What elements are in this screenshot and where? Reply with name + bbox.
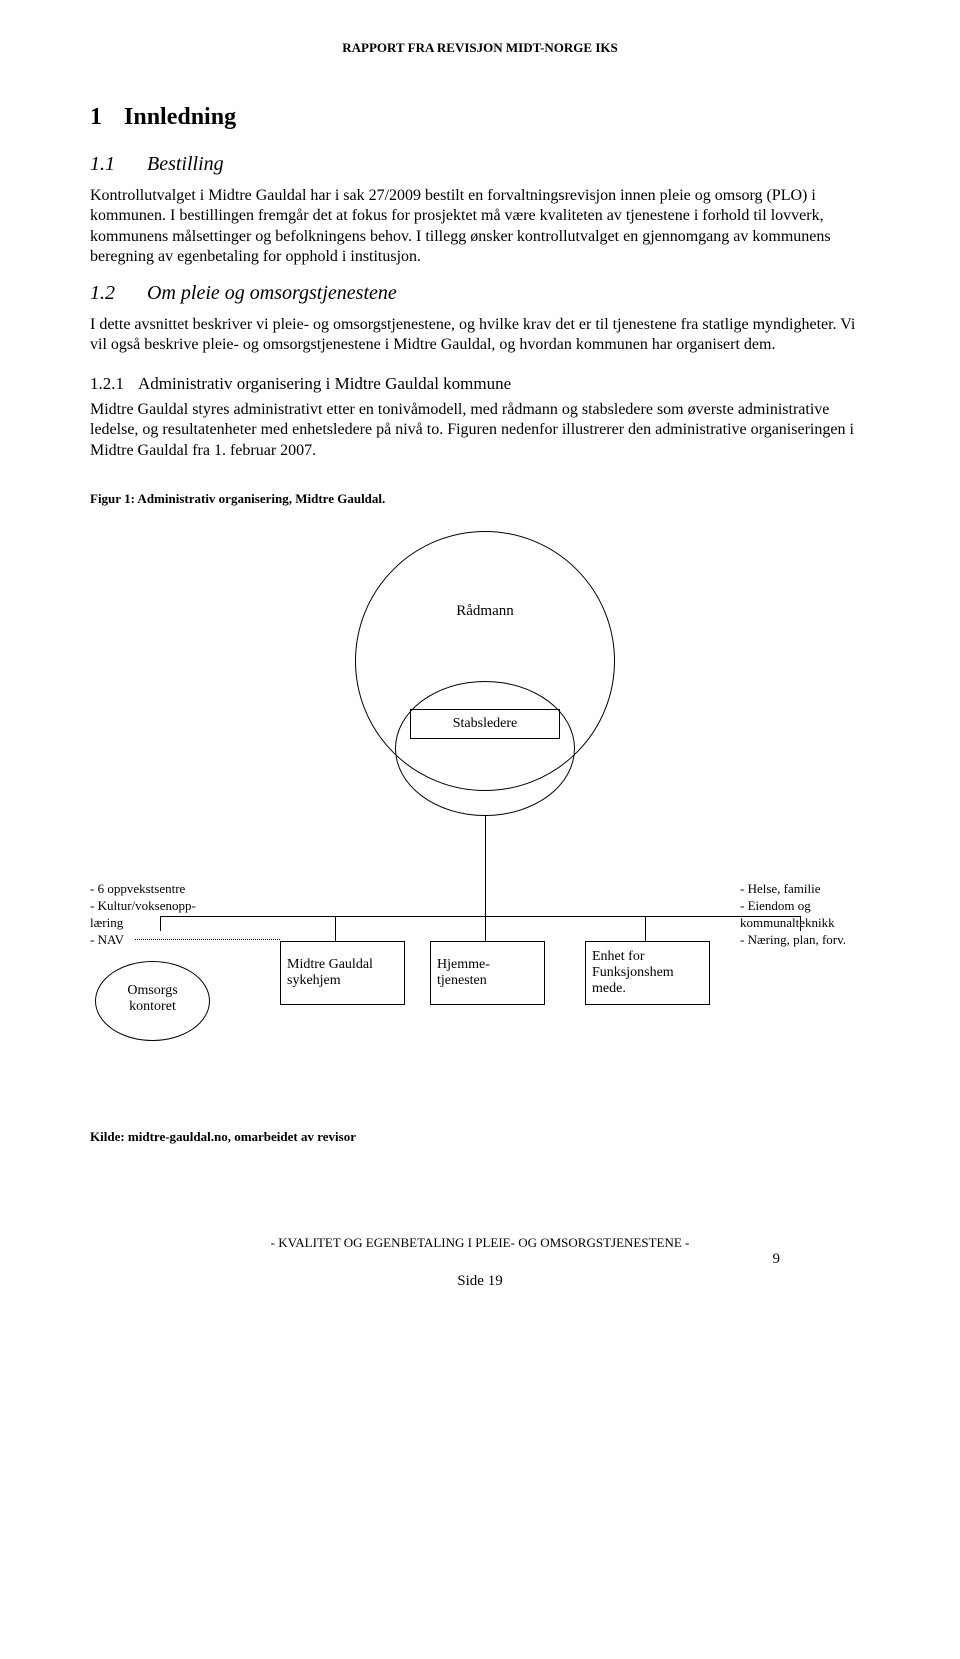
heading-1: 1 Innledning (90, 104, 870, 131)
connector-drop-2 (485, 916, 486, 941)
connector-drop-3 (645, 916, 646, 941)
stabsledere-circle (395, 681, 575, 816)
connector-main-vertical (485, 816, 486, 916)
report-header: RAPPORT FRA REVISJON MIDT-NORGE IKS (90, 40, 870, 56)
side-label: Side 19 (90, 1273, 870, 1290)
h1-text: Innledning (124, 104, 236, 130)
left-units-list: - 6 oppvekstsentre - Kultur/voksenopp- l… (90, 881, 260, 949)
paragraph-3: Midtre Gauldal styres administrativt ett… (90, 400, 870, 461)
paragraph-1: Kontrollutvalget i Midtre Gauldal har i … (90, 186, 870, 268)
paragraph-2: I dette avsnittet beskriver vi pleie- og… (90, 315, 870, 356)
h2-number: 1.1 (90, 153, 115, 175)
page-footer: - KVALITET OG EGENBETALING I PLEIE- OG O… (90, 1235, 870, 1251)
footer-dash-right: - (685, 1235, 689, 1250)
heading-1-1: 1.1 Bestilling (90, 153, 870, 176)
box-hjemmetjenesten: Hjemme- tjenesten (430, 941, 545, 1005)
box-sykehjem: Midtre Gauldal sykehjem (280, 941, 405, 1005)
box-funksjonshemmede: Enhet for Funksjonshem mede. (585, 941, 710, 1005)
h2-text: Bestilling (147, 153, 224, 175)
heading-1-2-1: 1.2.1 Administrativ organisering i Midtr… (90, 374, 870, 394)
h2b-number: 1.2 (90, 282, 115, 304)
omsorg-label: Omsorgs kontoret (95, 983, 210, 1015)
footer-title: - KVALITET OG EGENBETALING I PLEIE- OG O… (90, 1235, 870, 1251)
footer-text: KVALITET OG EGENBETALING I PLEIE- OG OMS… (278, 1235, 682, 1250)
h2b-text: Om pleie og omsorgstjenestene (147, 282, 397, 304)
org-diagram: Rådmann Stabsledere Midtre Gauldal sykeh… (90, 531, 870, 1101)
page-number: 9 (773, 1251, 781, 1268)
connector-drop-1 (335, 916, 336, 941)
radmann-label: Rådmann (355, 603, 615, 620)
h1-number: 1 (90, 104, 102, 130)
h3-text: Administrativ organisering i Midtre Gaul… (138, 374, 511, 393)
figure-caption: Figur 1: Administrativ organisering, Mid… (90, 491, 870, 507)
right-units-list: - Helse, familie - Eiendom og kommunalte… (740, 881, 890, 949)
heading-1-2: 1.2 Om pleie og omsorgstjenestene (90, 282, 870, 305)
h3-number: 1.2.1 (90, 374, 124, 393)
figure-source: Kilde: midtre-gauldal.no, omarbeidet av … (90, 1129, 870, 1145)
